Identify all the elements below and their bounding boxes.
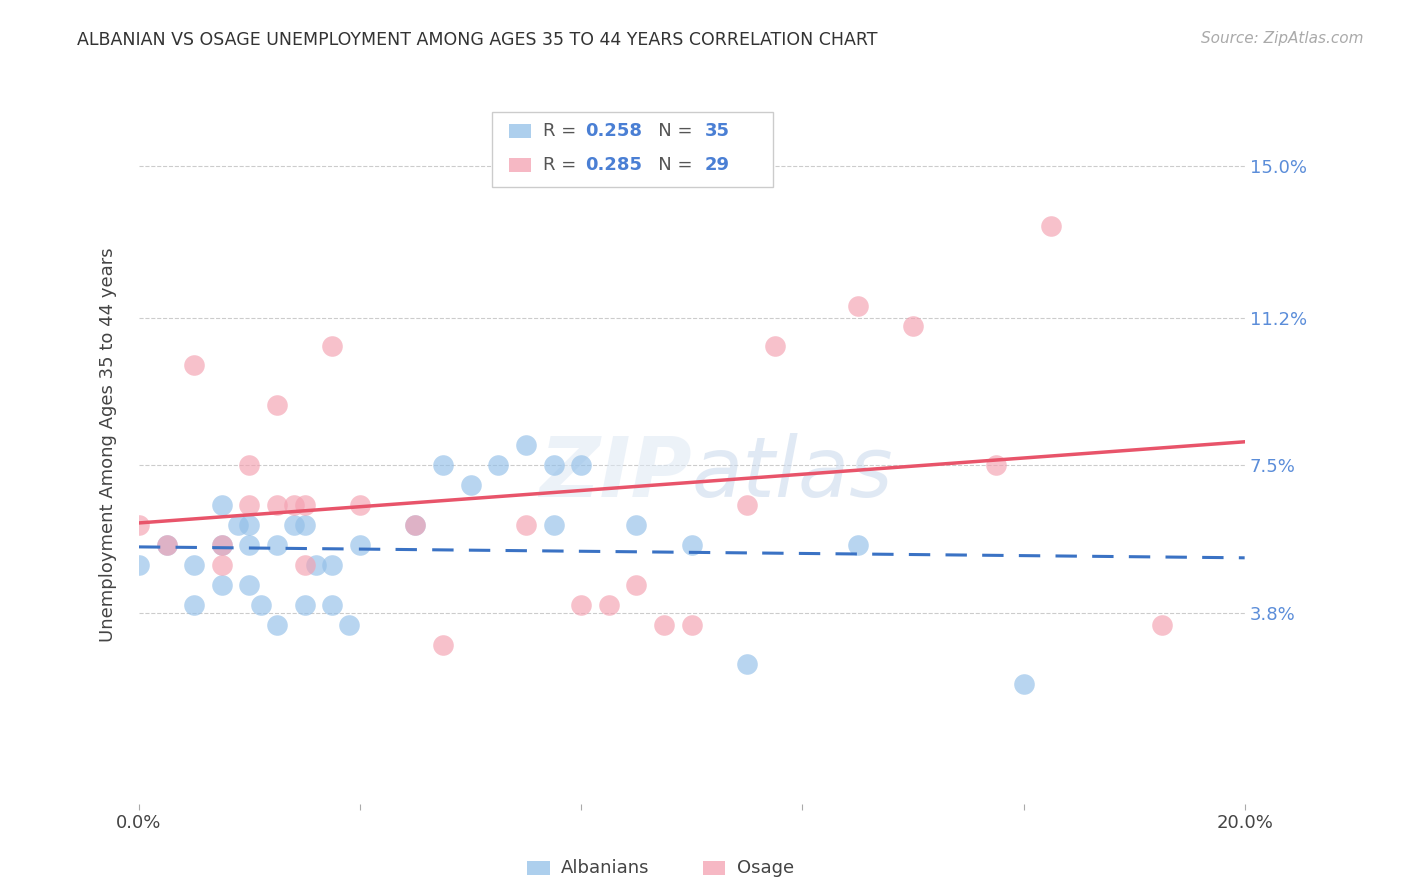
Point	[515, 517, 537, 532]
Text: 0.285: 0.285	[585, 156, 643, 174]
Point	[432, 458, 454, 472]
Text: R =: R =	[543, 156, 582, 174]
Point	[294, 498, 316, 512]
Point	[155, 538, 177, 552]
Point	[486, 458, 509, 472]
Text: 0.258: 0.258	[585, 122, 643, 140]
Point	[321, 598, 343, 612]
Point	[735, 498, 758, 512]
Point	[735, 657, 758, 672]
Point	[569, 458, 592, 472]
Point	[337, 617, 360, 632]
Point	[211, 498, 233, 512]
Point	[294, 517, 316, 532]
Point	[266, 538, 288, 552]
Point	[238, 578, 260, 592]
Point	[1012, 677, 1035, 691]
Point	[211, 578, 233, 592]
Y-axis label: Unemployment Among Ages 35 to 44 years: Unemployment Among Ages 35 to 44 years	[100, 248, 117, 642]
Point	[460, 478, 482, 492]
Point	[211, 538, 233, 552]
Point	[266, 617, 288, 632]
Point	[294, 558, 316, 572]
Point	[515, 438, 537, 452]
Point	[404, 517, 426, 532]
Point	[543, 517, 565, 532]
Point	[626, 517, 648, 532]
Point	[155, 538, 177, 552]
Point	[404, 517, 426, 532]
Text: Osage: Osage	[737, 859, 794, 877]
Text: N =: N =	[641, 156, 699, 174]
Point	[183, 558, 205, 572]
Point	[128, 558, 150, 572]
Point	[349, 538, 371, 552]
Point	[432, 638, 454, 652]
Point	[652, 617, 675, 632]
Point	[238, 498, 260, 512]
Text: 35: 35	[704, 122, 730, 140]
Point	[228, 517, 250, 532]
Point	[626, 578, 648, 592]
Point	[238, 538, 260, 552]
Point	[183, 598, 205, 612]
Point	[763, 338, 786, 352]
Text: ALBANIAN VS OSAGE UNEMPLOYMENT AMONG AGES 35 TO 44 YEARS CORRELATION CHART: ALBANIAN VS OSAGE UNEMPLOYMENT AMONG AGE…	[77, 31, 877, 49]
Point	[283, 517, 305, 532]
Point	[901, 318, 924, 333]
Point	[681, 538, 703, 552]
Point	[266, 498, 288, 512]
Text: Source: ZipAtlas.com: Source: ZipAtlas.com	[1201, 31, 1364, 46]
Point	[569, 598, 592, 612]
Point	[211, 558, 233, 572]
Point	[211, 538, 233, 552]
Text: 29: 29	[704, 156, 730, 174]
Point	[238, 458, 260, 472]
Text: Albanians: Albanians	[561, 859, 650, 877]
Point	[321, 338, 343, 352]
Point	[543, 458, 565, 472]
Point	[681, 617, 703, 632]
Point	[294, 598, 316, 612]
Text: ZIP: ZIP	[538, 434, 692, 515]
Text: atlas: atlas	[692, 434, 893, 515]
Text: R =: R =	[543, 122, 582, 140]
Point	[183, 359, 205, 373]
Point	[305, 558, 328, 572]
Point	[1150, 617, 1173, 632]
Point	[283, 498, 305, 512]
Point	[1040, 219, 1063, 233]
Text: N =: N =	[641, 122, 699, 140]
Point	[984, 458, 1007, 472]
Point	[321, 558, 343, 572]
Point	[238, 517, 260, 532]
Point	[266, 398, 288, 412]
Point	[846, 538, 869, 552]
Point	[598, 598, 620, 612]
Point	[128, 517, 150, 532]
Point	[249, 598, 271, 612]
Point	[846, 299, 869, 313]
Point	[349, 498, 371, 512]
